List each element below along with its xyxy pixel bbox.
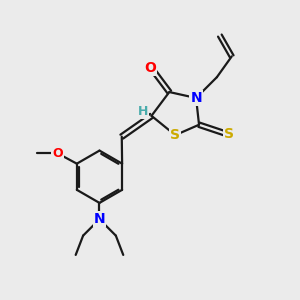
Text: N: N	[190, 91, 202, 105]
Text: H: H	[137, 105, 148, 118]
Text: O: O	[52, 147, 63, 160]
Text: S: S	[224, 127, 234, 141]
Text: S: S	[170, 128, 180, 142]
Text: N: N	[94, 212, 105, 226]
Text: O: O	[144, 61, 156, 75]
